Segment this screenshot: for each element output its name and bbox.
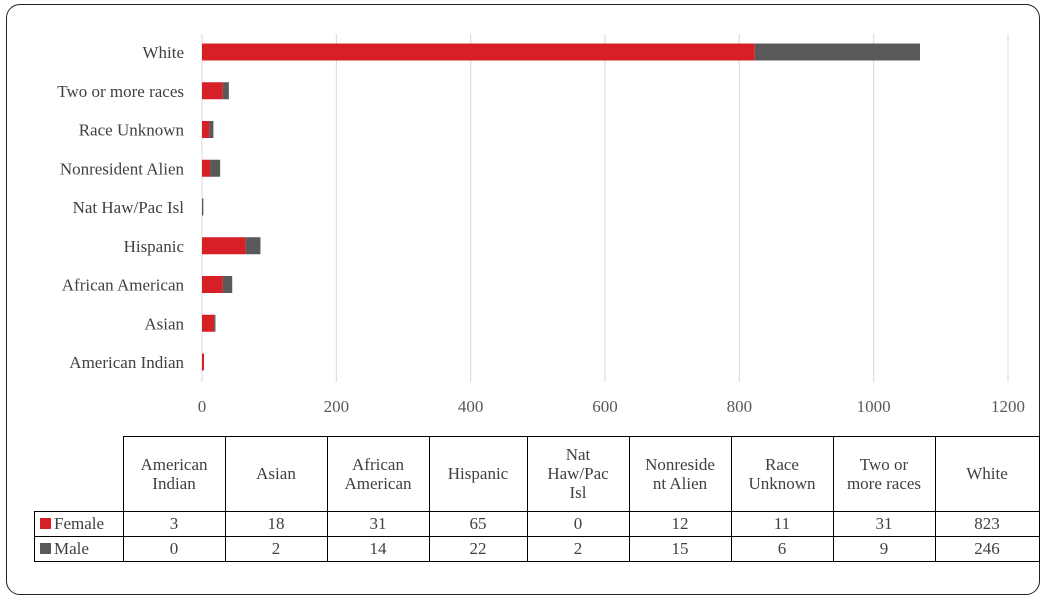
header-text-line: White	[966, 464, 1008, 484]
table-value-cell: 2	[224, 535, 328, 562]
header-text-line: Asian	[256, 464, 296, 484]
table-value-cell: 3	[122, 510, 226, 537]
table-value-cell: 15	[628, 535, 732, 562]
bar-female-8	[202, 43, 755, 61]
table-value-cell: 823	[934, 510, 1040, 537]
bar-male-6	[209, 121, 214, 138]
bar-male-4	[202, 198, 204, 216]
table-header-cell: White	[934, 436, 1040, 512]
bar-male-1	[214, 314, 216, 332]
x-tick-label-0: 0	[198, 397, 207, 416]
legend-label: Male	[54, 539, 89, 558]
bar-male-8	[754, 43, 921, 61]
bar-male-3	[245, 237, 261, 255]
table-value-cell: 9	[832, 535, 936, 562]
bar-male-7	[222, 82, 229, 100]
header-text-line: more races	[846, 473, 922, 493]
category-label-4: Nat Haw/Pac Isl	[73, 198, 185, 217]
table-header-row: American Indian Asian African American Hispan…	[34, 436, 1040, 512]
header-text-line: Nat	[565, 445, 591, 465]
table-header-cell: African American	[326, 436, 430, 512]
category-label-2: African American	[62, 276, 185, 295]
header-text-line: Indian	[152, 473, 196, 493]
table-value-cell: 31	[326, 510, 430, 537]
category-label-3: Hispanic	[124, 237, 185, 256]
bar-female-2	[202, 276, 223, 293]
data-table: American Indian Asian African American Hispan…	[34, 436, 1040, 562]
header-text-line: Race	[765, 454, 799, 474]
table-value-cell: 6	[730, 535, 834, 562]
table-value-cell: 18	[224, 510, 328, 537]
legend-label: Female	[54, 514, 105, 533]
header-text-line: Nonreside	[645, 454, 715, 474]
bar-female-5	[202, 159, 211, 177]
header-text-line: Hispanic	[447, 464, 509, 484]
x-tick-label-400: 400	[458, 397, 484, 416]
legend-cell: Male	[34, 535, 124, 562]
category-label-7: Two or more races	[57, 82, 184, 101]
table-header-cell: Asian	[224, 436, 328, 512]
bar-female-0	[202, 353, 205, 371]
header-text-line: American	[344, 473, 412, 493]
x-tick-label-800: 800	[727, 397, 753, 416]
table-value-cell: 31	[832, 510, 936, 537]
table-header-cell: Race Unknown	[730, 436, 834, 512]
category-label-6: Race Unknown	[79, 121, 185, 140]
table-value-cell: 246	[934, 535, 1040, 562]
table-value-cell: 22	[428, 535, 528, 562]
bar-female-7	[202, 82, 223, 100]
table-corner	[34, 436, 124, 512]
table-header-cell: Nonreside nt Alien	[628, 436, 732, 512]
table-header-cell: American Indian	[122, 436, 226, 512]
table-value-cell: 11	[730, 510, 834, 537]
x-tick-label-1000: 1000	[857, 397, 891, 416]
category-label-1: Asian	[144, 314, 184, 333]
bar-male-5	[210, 159, 221, 177]
table-value-cell: 2	[526, 535, 630, 562]
table-row-male: Male 0 2 14 22 2 15 6 9 246	[34, 535, 1040, 562]
table-value-cell: 0	[122, 535, 226, 562]
category-label-0: American Indian	[69, 353, 184, 372]
legend-swatch-male	[40, 543, 51, 554]
table-header-cell: Nat Haw/Pac Isl	[526, 436, 630, 512]
table-value-cell: 65	[428, 510, 528, 537]
bar-female-6	[202, 121, 210, 138]
table-value-cell: 12	[628, 510, 732, 537]
table-row-female: Female 3 18 31 65 0 12 11 31 823	[34, 510, 1040, 537]
bar-male-2	[222, 276, 233, 293]
table-value-cell: 14	[326, 535, 430, 562]
x-tick-label-200: 200	[324, 397, 350, 416]
table-header-cell: Hispanic	[428, 436, 528, 512]
category-label-8: White	[142, 43, 184, 62]
header-text-line: nt Alien	[652, 473, 708, 493]
header-text-line: American	[140, 454, 208, 474]
category-label-5: Nonresident Alien	[60, 159, 185, 178]
x-tick-label-600: 600	[592, 397, 618, 416]
header-text-line: Isl	[569, 483, 587, 503]
bar-female-1	[202, 314, 215, 332]
header-text-line: Haw/Pac	[547, 464, 609, 484]
x-tick-label-1200: 1200	[991, 397, 1025, 416]
legend-cell: Female	[34, 510, 124, 537]
table-value-cell: 0	[526, 510, 630, 537]
chart-frame	[6, 4, 1040, 595]
table-header-cell: Two or more races	[832, 436, 936, 512]
bar-female-3	[202, 237, 246, 255]
header-text-line: Two or	[859, 454, 909, 474]
header-text-line: Unknown	[748, 473, 816, 493]
legend-swatch-female	[40, 518, 51, 529]
header-text-line: African	[352, 454, 404, 474]
